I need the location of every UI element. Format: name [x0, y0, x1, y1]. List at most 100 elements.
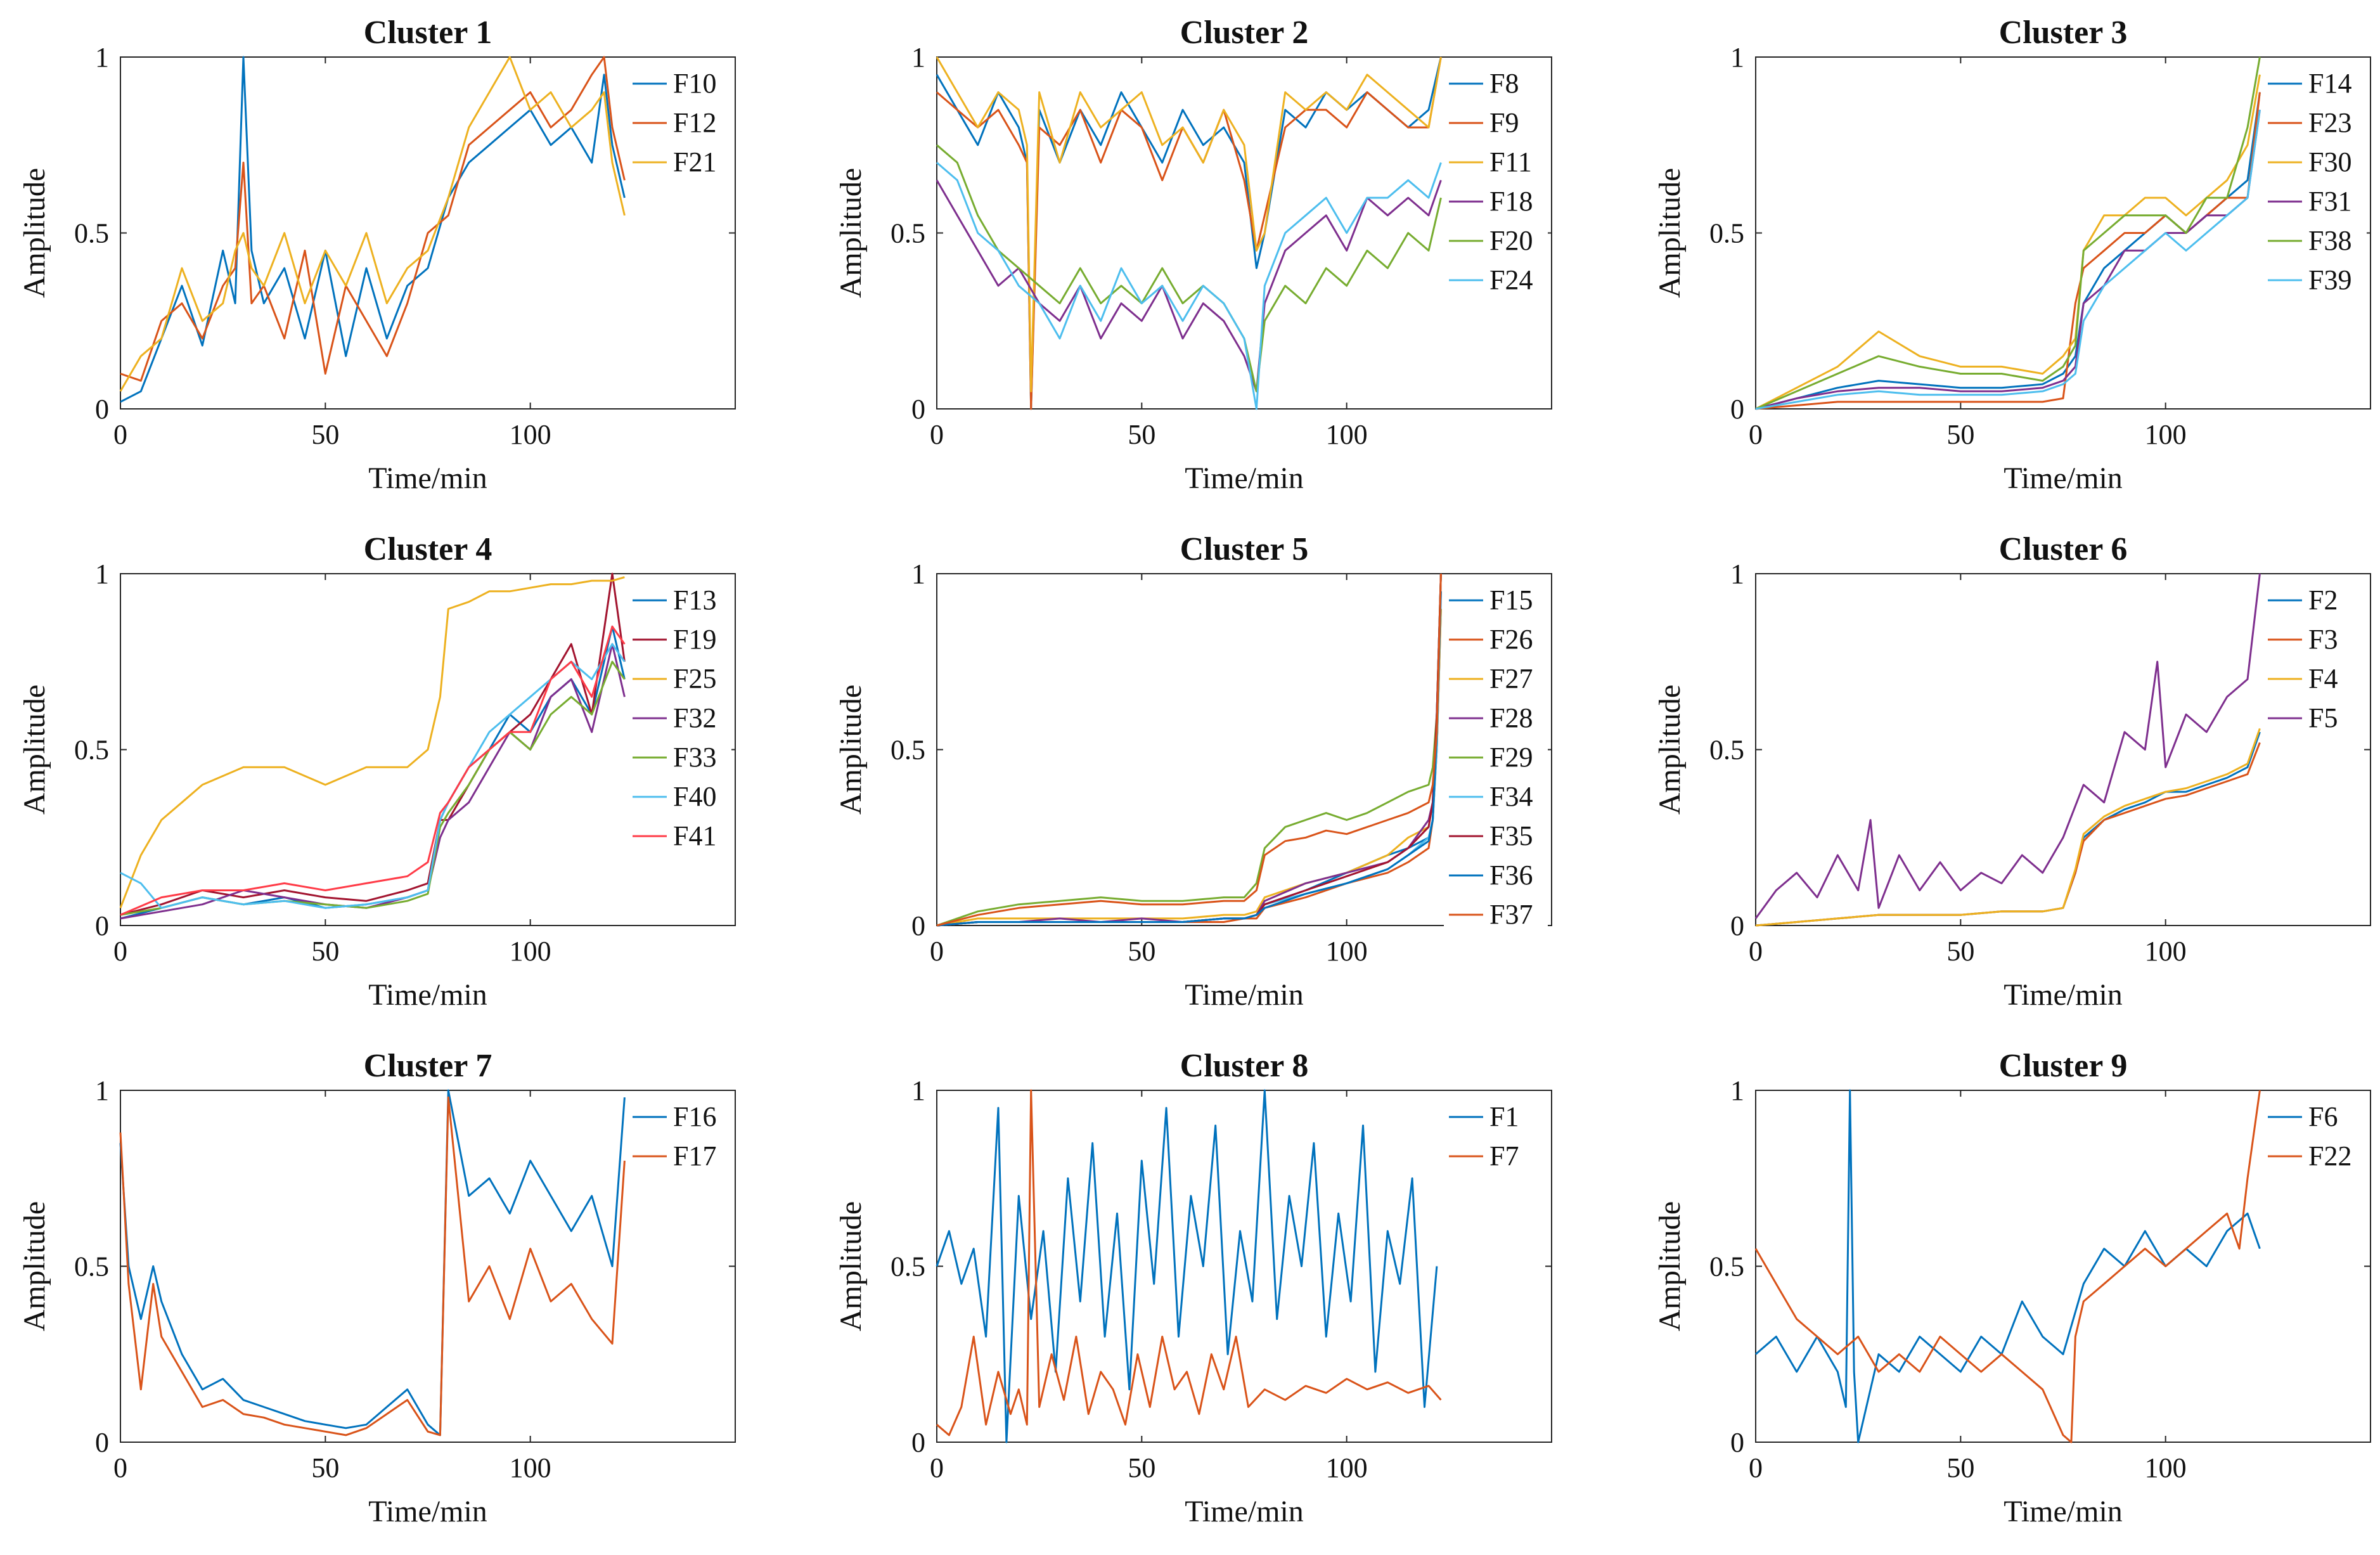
- legend: F10 F12 F21: [627, 66, 731, 191]
- legend-entry: F2: [2308, 584, 2338, 616]
- series-line-f17: [119, 1096, 626, 1436]
- x-tick-label: 50: [1128, 419, 1155, 450]
- x-tick-label: 0: [930, 1452, 944, 1483]
- legend-entry: F11: [1489, 146, 1532, 177]
- panel-cluster-7: 0 50 100 0 0.5 1 Cluster 7 Time/min Amplitude F16…: [18, 1048, 736, 1528]
- legend-entry: F20: [1489, 225, 1533, 256]
- legend-entry: F28: [1489, 702, 1533, 733]
- y-axis-label: Amplitude: [1653, 685, 1687, 815]
- x-tick-label: 0: [930, 936, 944, 967]
- legend-entry: F41: [673, 820, 716, 851]
- y-axis-label: Amplitude: [18, 685, 51, 815]
- x-axis-label: Time/min: [1185, 461, 1304, 495]
- x-tick-label: 100: [2145, 1452, 2187, 1483]
- legend-entry: F6: [2308, 1101, 2338, 1132]
- x-tick-label: 0: [1749, 1452, 1763, 1483]
- y-tick-label: 0: [95, 1427, 109, 1458]
- x-tick-label: 0: [930, 419, 944, 450]
- legend-entry: F8: [1489, 68, 1519, 99]
- series-line-f4: [1755, 728, 2261, 927]
- legend-entry: F14: [2308, 68, 2351, 99]
- legend-entry: F7: [1489, 1140, 1519, 1171]
- y-tick-label: 0.5: [1709, 735, 1744, 766]
- x-tick-label: 100: [1326, 419, 1368, 450]
- x-tick-label: 50: [1128, 936, 1155, 967]
- x-tick-label: 100: [510, 936, 551, 967]
- series-line-f37: [936, 573, 1442, 927]
- legend-box: [627, 583, 731, 865]
- series-line-f11: [936, 56, 1442, 392]
- y-axis-label: Amplitude: [18, 1201, 51, 1331]
- y-tick-label: 1: [1730, 42, 1744, 73]
- y-tick-label: 0.5: [891, 1251, 925, 1282]
- legend-entry: F32: [673, 702, 716, 733]
- x-tick-label: 50: [1946, 1452, 1974, 1483]
- legend-entry: F27: [1489, 663, 1533, 694]
- y-tick-label: 1: [1730, 558, 1744, 590]
- panel-cluster-3: 0 50 100 0 0.5 1 Cluster 3 Time/min Amplitude F14…: [1653, 15, 2371, 495]
- y-axis-label: Amplitude: [18, 168, 51, 298]
- x-axis-label: Time/min: [368, 461, 487, 495]
- panel-cluster-1: 0 50 100 0 0.5 1 Cluster 1 Time/min Amplitude F10…: [18, 15, 736, 495]
- x-tick-label: 100: [510, 419, 551, 450]
- y-axis-label: Amplitude: [834, 168, 868, 298]
- legend-entry: F18: [1489, 186, 1533, 217]
- legend-box: [2263, 583, 2367, 747]
- series-line-f38: [1755, 56, 2261, 410]
- x-axis-label: Time/min: [2004, 978, 2123, 1012]
- series-line-f7: [936, 1089, 1442, 1436]
- legend-entry: F4: [2308, 663, 2338, 694]
- legend-box: [2263, 66, 2367, 309]
- panel-title: Cluster 4: [364, 531, 492, 567]
- legend-entry: F10: [673, 68, 716, 99]
- x-tick-label: 100: [510, 1452, 551, 1483]
- legend-entry: F37: [1489, 899, 1533, 930]
- series-line-f12: [120, 56, 626, 382]
- legend-entry: F9: [1489, 107, 1519, 138]
- x-tick-label: 0: [113, 1452, 127, 1483]
- legend-entry: F30: [2308, 146, 2351, 177]
- y-axis-label: Amplitude: [834, 685, 868, 815]
- legend-box: [1444, 66, 1548, 309]
- y-tick-label: 0: [1730, 910, 1744, 941]
- y-tick-label: 1: [1730, 1075, 1744, 1106]
- x-tick-label: 0: [113, 936, 127, 967]
- x-tick-label: 0: [113, 419, 127, 450]
- x-tick-label: 50: [1946, 419, 1974, 450]
- legend-entry: F21: [673, 146, 716, 177]
- panel-cluster-5: 0 50 100 0 0.5 1 Cluster 5 Time/min Amplitude F15…: [834, 531, 1552, 1012]
- x-tick-label: 50: [311, 936, 339, 967]
- y-tick-label: 0: [911, 394, 925, 425]
- panel-title: Cluster 5: [1180, 531, 1309, 567]
- series-line-f31: [1755, 110, 2261, 410]
- x-tick-label: 50: [1128, 1452, 1155, 1483]
- legend-entry: F25: [673, 663, 716, 694]
- series-line-f32: [120, 643, 626, 920]
- series-line-f41: [120, 625, 626, 916]
- legend-box: [1444, 1099, 1548, 1185]
- panel-title: Cluster 3: [1999, 15, 2128, 51]
- x-axis-label: Time/min: [368, 978, 487, 1012]
- legend: F13 F19 F25 F32 F33 F40 F41: [627, 583, 731, 865]
- y-tick-label: 0.5: [891, 218, 925, 249]
- x-tick-label: 100: [2145, 419, 2187, 450]
- panel-title: Cluster 8: [1180, 1048, 1309, 1084]
- y-tick-label: 1: [911, 1075, 925, 1106]
- y-tick-label: 0: [1730, 1427, 1744, 1458]
- legend-entry: F39: [2308, 264, 2351, 295]
- panel-title: Cluster 6: [1999, 531, 2128, 567]
- legend-box: [2263, 1099, 2367, 1185]
- legend-entry: F19: [673, 624, 716, 655]
- legend-entry: F15: [1489, 584, 1533, 616]
- legend-entry: F36: [1489, 860, 1533, 891]
- legend-box: [627, 66, 731, 191]
- legend: F8 F9 F11 F18 F20 F24: [1444, 66, 1548, 309]
- y-axis-label: Amplitude: [1653, 168, 1687, 298]
- series-line-f18: [936, 179, 1442, 392]
- x-axis-label: Time/min: [368, 1495, 487, 1528]
- x-tick-label: 0: [1749, 419, 1763, 450]
- y-tick-label: 1: [95, 1075, 109, 1106]
